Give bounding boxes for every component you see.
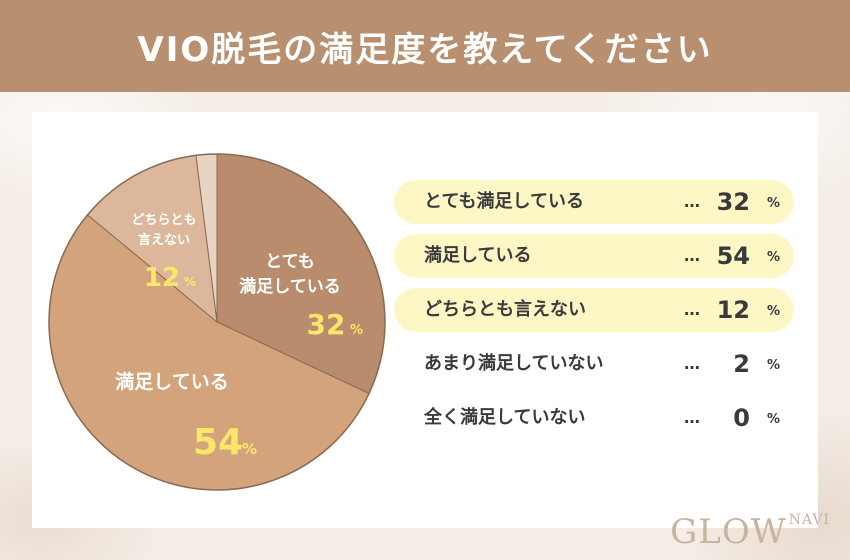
legend-value: 12 xyxy=(716,296,750,324)
pie-unit-satisfied: % xyxy=(242,440,257,458)
pie-unit-very-satisfied: % xyxy=(350,323,363,338)
pie-label-neutral-line2: 言えない xyxy=(138,232,190,248)
pie-label-neutral-line1: どちらとも xyxy=(131,213,196,228)
legend-dots: … xyxy=(684,192,700,211)
legend-dots: … xyxy=(684,408,700,427)
header-bar: VIO脱毛の満足度を教えてください xyxy=(0,0,850,92)
legend-label: 全く満足していない xyxy=(424,407,586,428)
pie-outline xyxy=(48,153,386,491)
legend: とても満足している… 32% 満足している… 54% どちらとも言えない… 12% あまり満… xyxy=(394,180,794,450)
legend-value: 54 xyxy=(716,242,750,270)
pie-value-neutral: 12 xyxy=(144,263,180,293)
legend-label: どちらとも言えない xyxy=(424,299,586,320)
legend-row: あまり満足していない … 2% xyxy=(394,342,794,386)
pie-chart: とても 満足している 32 % 満足している 54 % どちらとも 言えない 1… xyxy=(48,153,386,491)
legend-unit: % xyxy=(766,412,780,427)
glow-navi-logo: GLOW NAVI xyxy=(670,512,830,552)
pie-unit-neutral: % xyxy=(184,275,196,289)
logo-main: GLOW xyxy=(670,512,787,552)
legend-row: 満足している … 54% xyxy=(394,234,794,278)
legend-unit: % xyxy=(766,358,780,373)
pie-value-satisfied: 54 xyxy=(193,422,243,463)
pie-label-very-satisfied-line1: とても xyxy=(265,252,315,272)
legend-value: 0 xyxy=(733,404,750,432)
legend-unit: % xyxy=(766,196,780,211)
chart-panel: とても 満足している 32 % 満足している 54 % どちらとも 言えない 1… xyxy=(32,112,818,528)
legend-unit: % xyxy=(766,250,780,265)
legend-value: 2 xyxy=(733,350,750,378)
legend-row: どちらとも言えない … 12% xyxy=(394,288,794,332)
logo-suffix: NAVI xyxy=(788,512,830,528)
legend-value: 32 xyxy=(716,188,750,216)
legend-label: とても満足している xyxy=(424,191,585,212)
pie-value-very-satisfied: 32 xyxy=(307,308,346,341)
page-title: VIO脱毛の満足度を教えてください xyxy=(137,29,713,70)
pie-label-satisfied: 満足している xyxy=(115,371,228,393)
legend-row: 全く満足していない … 0% xyxy=(394,396,794,440)
legend-row: とても満足している … 32% xyxy=(394,180,794,224)
legend-dots: … xyxy=(684,246,700,265)
legend-label: 満足している xyxy=(424,245,532,266)
pie-label-very-satisfied-line2: 満足している xyxy=(239,276,341,297)
legend-dots: … xyxy=(684,300,700,319)
legend-dots: … xyxy=(684,354,700,373)
legend-unit: % xyxy=(766,304,780,319)
legend-label: あまり満足していない xyxy=(424,353,604,374)
